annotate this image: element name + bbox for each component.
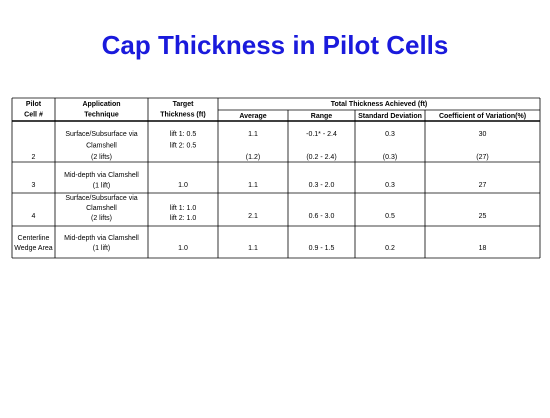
column-header: Cell # bbox=[24, 111, 43, 118]
table-cell: 0.2 bbox=[385, 245, 395, 252]
column-header: Technique bbox=[84, 111, 119, 118]
table-cell: lift 2: 1.0 bbox=[170, 215, 197, 222]
table-cell: Mid-depth via Clamshell bbox=[64, 235, 139, 242]
table-cell: lift 2: 0.5 bbox=[170, 142, 197, 149]
group-header: Total Thickness Achieved (ft) bbox=[331, 101, 427, 108]
table-cell: 1.0 bbox=[178, 182, 188, 189]
table-cell: (1.2) bbox=[246, 154, 260, 161]
column-header: Coefficient of Variation(%) bbox=[439, 113, 526, 120]
table-cell: 27 bbox=[479, 182, 487, 189]
table-cell: 0.6 - 3.0 bbox=[309, 213, 335, 220]
table-cell: 2 bbox=[32, 154, 36, 161]
table-cell: 2.1 bbox=[248, 213, 258, 220]
table-cell: 1.1 bbox=[248, 182, 258, 189]
column-header: Average bbox=[239, 113, 266, 120]
table-cell: Clamshell bbox=[86, 142, 117, 149]
slide-title: Cap Thickness in Pilot Cells bbox=[102, 30, 449, 60]
table-borders bbox=[11, 97, 541, 259]
column-header: Target bbox=[173, 101, 195, 108]
table-cell: 1.1 bbox=[248, 245, 258, 252]
table-cell: (2 lifts) bbox=[91, 215, 112, 222]
table-cell: 0.9 - 1.5 bbox=[309, 245, 335, 252]
table-cell: (2 lifts) bbox=[91, 154, 112, 161]
table-cell: 25 bbox=[479, 213, 487, 220]
table-cell: lift 1: 0.5 bbox=[170, 131, 197, 138]
table-cell: (27) bbox=[476, 154, 488, 161]
table-cell: (0.2 - 2.4) bbox=[306, 154, 336, 161]
table-cell: lift 1: 1.0 bbox=[170, 205, 197, 212]
table-cell: (1 lift) bbox=[93, 245, 111, 252]
table-cell: 0.3 - 2.0 bbox=[309, 182, 335, 189]
column-header: Thickness (ft) bbox=[160, 111, 206, 118]
table-cell: (0.3) bbox=[383, 154, 397, 161]
table-cell: 0.3 bbox=[385, 182, 395, 189]
table-cell: Centerline bbox=[18, 235, 50, 242]
table-cell: Surface/Subsurface via bbox=[65, 131, 137, 138]
table-cell: Clamshell bbox=[86, 205, 117, 212]
table-cell: Surface/Subsurface via bbox=[65, 195, 137, 202]
column-header: Application bbox=[82, 101, 120, 108]
table-cell: Mid-depth via Clamshell bbox=[64, 172, 139, 179]
table-cell: 18 bbox=[479, 245, 487, 252]
column-header: Standard Deviation bbox=[358, 113, 422, 120]
table-cell: (1 lift) bbox=[93, 182, 111, 189]
table-cell: 30 bbox=[479, 131, 487, 138]
table-cell: Wedge Area bbox=[14, 245, 53, 252]
table-cell: 0.3 bbox=[385, 131, 395, 138]
column-header: Pilot bbox=[26, 101, 42, 108]
column-header: Range bbox=[311, 113, 333, 120]
table-cell: 1.1 bbox=[248, 131, 258, 138]
table-cell: 1.0 bbox=[178, 245, 188, 252]
table-cell: 4 bbox=[32, 213, 36, 220]
table-cell: -0.1* - 2.4 bbox=[306, 131, 337, 138]
table-cell: 0.5 bbox=[385, 213, 395, 220]
table-cell: 3 bbox=[32, 182, 36, 189]
